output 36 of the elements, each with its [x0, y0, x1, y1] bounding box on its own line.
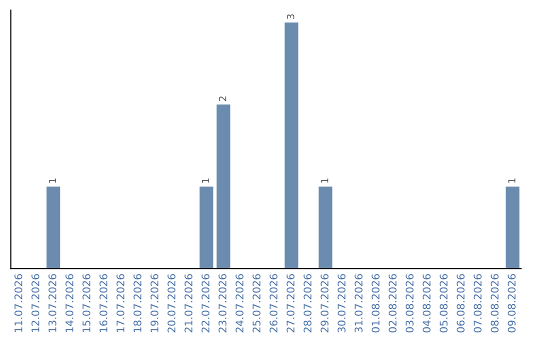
x-tick-label: 15.07.2026	[82, 274, 90, 332]
x-tick-label: 18.07.2026	[134, 274, 142, 332]
x-tick-label: 09.08.2026	[508, 274, 516, 332]
x-tick-label: 23.07.2026	[218, 274, 226, 332]
x-tick-label: 24.07.2026	[236, 274, 244, 332]
data-label: 2	[218, 96, 226, 102]
data-label: 1	[202, 178, 210, 183]
x-tick-label: 20.07.2026	[168, 274, 176, 332]
x-tick-label: 26.07.2026	[270, 274, 278, 332]
x-tick-label: 28.07.2026	[304, 274, 312, 332]
x-tick-label: 17.07.2026	[116, 274, 124, 332]
x-tick-label: 13.07.2026	[48, 274, 56, 332]
x-tick-label: 16.07.2026	[100, 274, 108, 332]
x-tick-label: 14.07.2026	[65, 274, 74, 332]
x-tick-label: 11.07.2026	[14, 274, 22, 332]
data-label: 1	[508, 178, 516, 183]
x-tick-label: 07.08.2026	[474, 274, 482, 332]
x-tick-label: 25.07.2026	[252, 274, 260, 332]
data-label: 1	[48, 178, 56, 183]
x-tick-label: 21.07.2026	[184, 274, 192, 332]
x-tick-label: 12.07.2026	[31, 274, 40, 332]
x-tick-label: 31.07.2026	[354, 274, 363, 332]
x-tick-label: 22.07.2026	[202, 274, 210, 332]
x-tick-label: 04.08.2026	[422, 274, 431, 332]
x-tick-label: 29.07.2026	[320, 274, 329, 332]
x-tick-label: 02.08.2026	[388, 274, 397, 332]
x-tick-label: 05.08.2026	[440, 274, 448, 332]
x-tick-label: 06.08.2026	[456, 274, 465, 332]
data-label: 3	[286, 14, 294, 19]
data-label: 1	[321, 178, 328, 183]
x-tick-label: 03.08.2026	[406, 274, 414, 332]
x-tick-label: 19.07.2026	[150, 274, 158, 332]
x-tick-label: 27.07.2026	[286, 274, 294, 332]
x-tick-label: 01.08.2026	[372, 274, 380, 332]
x-tick-label: 08.08.2026	[490, 274, 499, 332]
x-tick-label: 30.07.2026	[338, 274, 346, 332]
